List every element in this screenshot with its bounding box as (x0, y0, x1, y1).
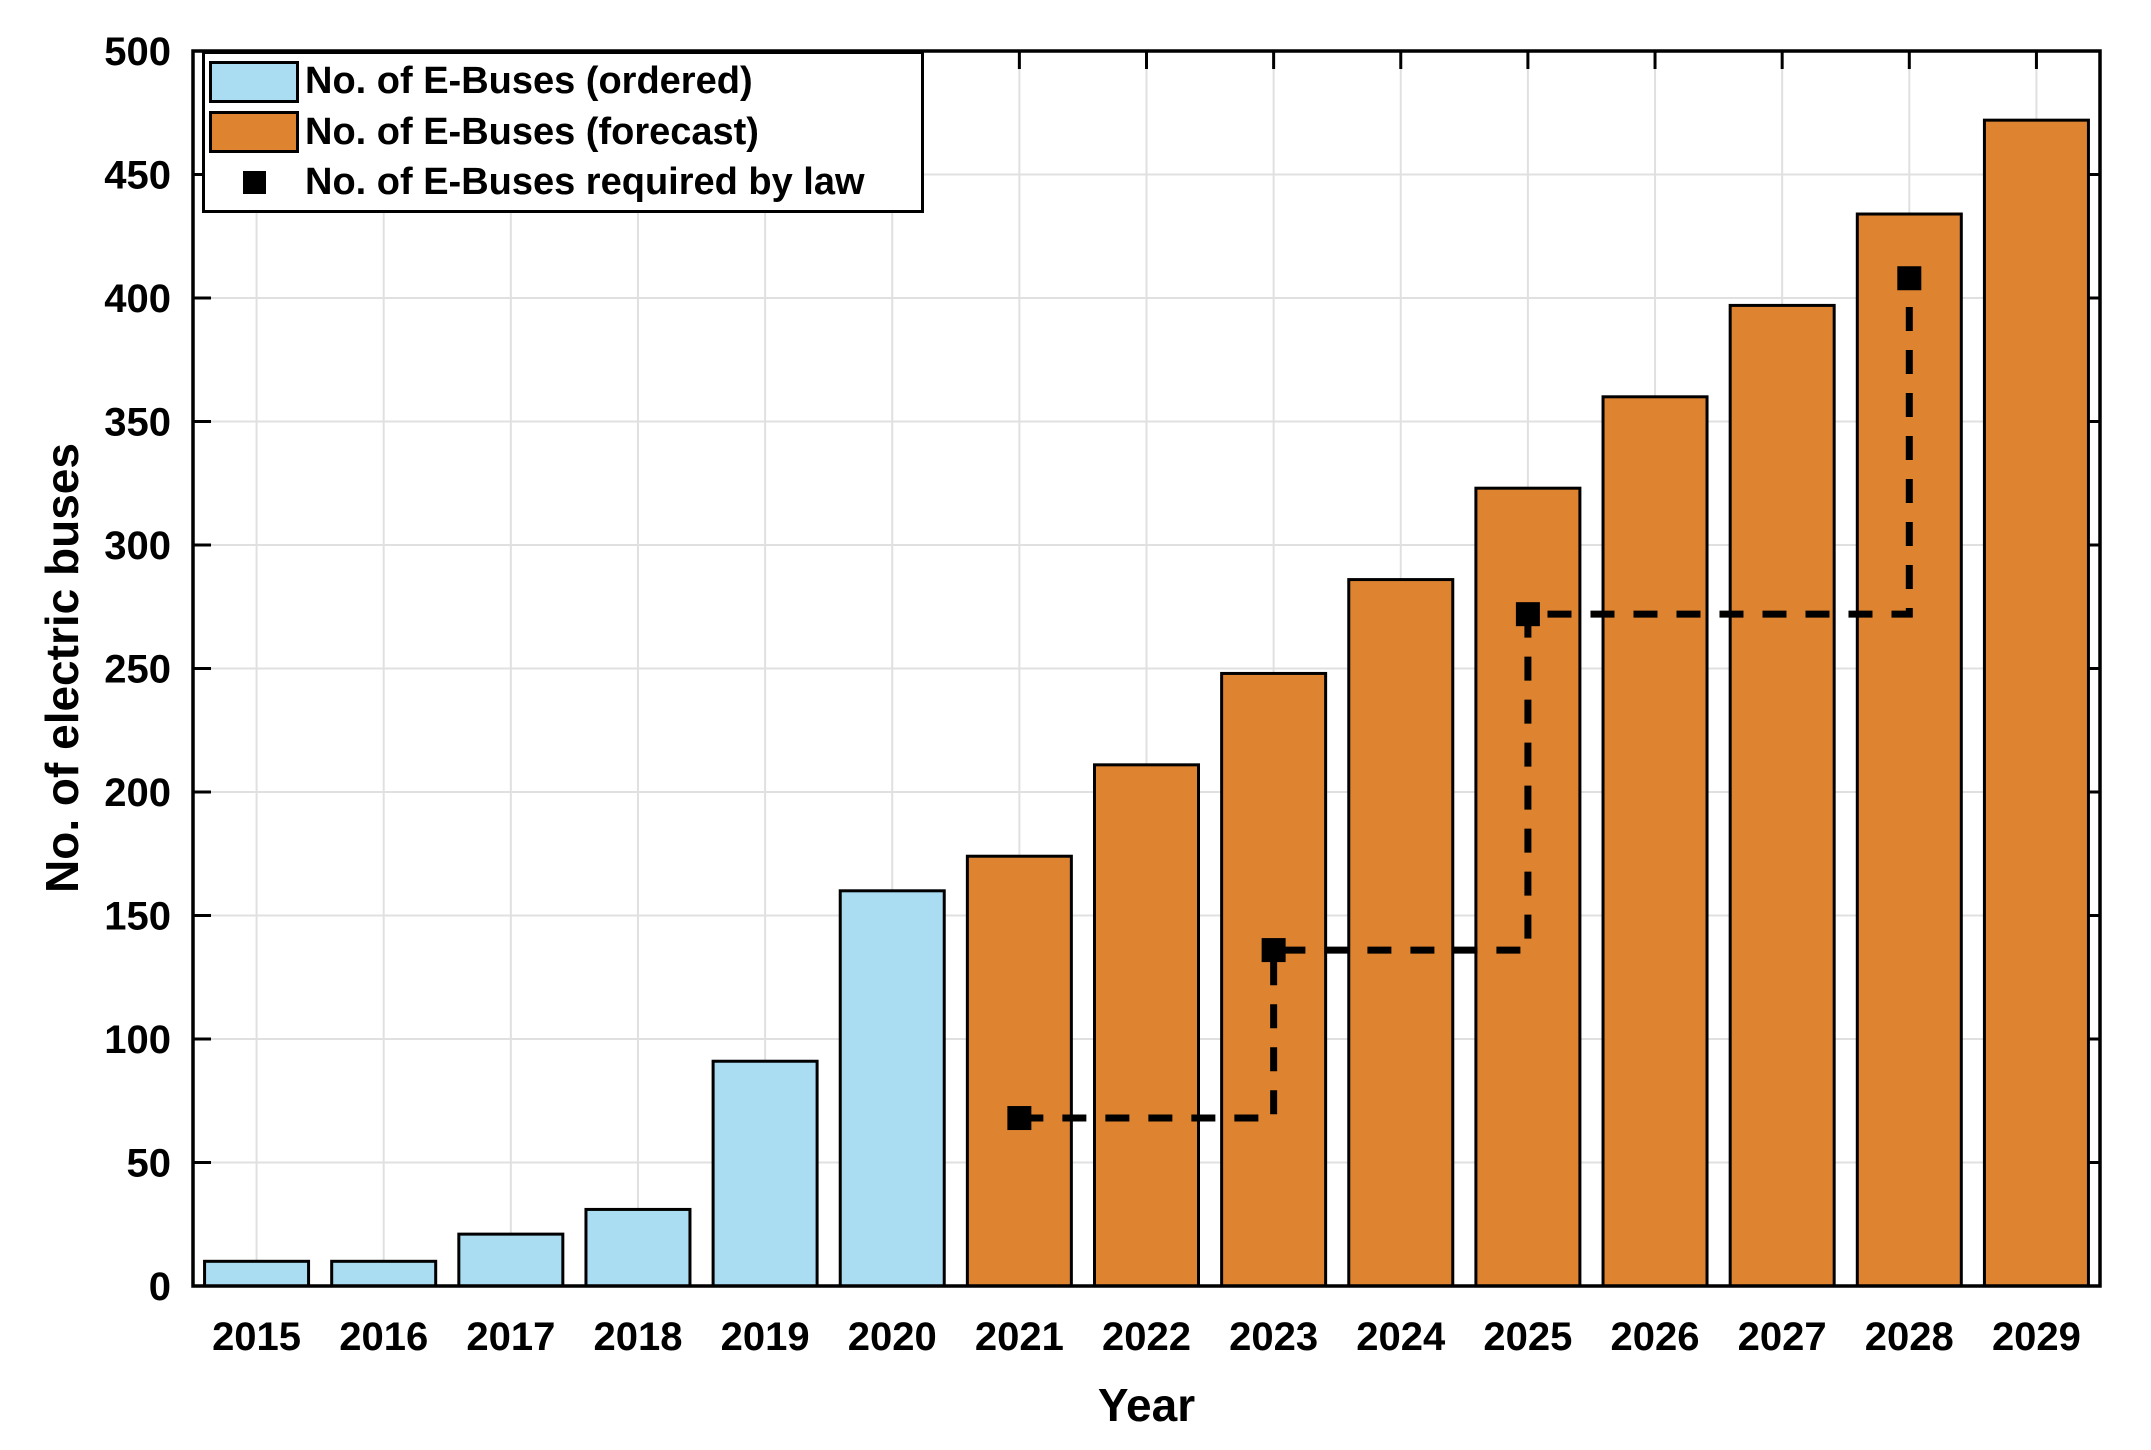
legend-key-law (205, 171, 303, 194)
x-tick-label: 2026 (1611, 1315, 1700, 1359)
x-tick-label: 2028 (1865, 1315, 1954, 1359)
law-marker-2025 (1515, 602, 1540, 627)
y-tick-label: 500 (104, 30, 171, 74)
plot-border (191, 49, 2102, 1288)
forecast-swatch-icon (209, 111, 299, 153)
y-tick-label: 200 (104, 771, 171, 815)
bar-2018 (584, 1207, 692, 1288)
y-tick-label: 0 (149, 1265, 171, 1309)
bar-2020 (838, 889, 946, 1288)
y-tick-label: 100 (104, 1018, 171, 1062)
x-tick-label: 2018 (593, 1315, 682, 1359)
y-tick-label: 350 (104, 401, 171, 445)
y-axis-title: No. of electric buses (36, 443, 88, 893)
law-marker-2023 (1261, 938, 1286, 963)
ordered-swatch-icon (209, 60, 299, 103)
legend-item-forecast: No. of E-Buses (forecast) (205, 107, 921, 157)
law-step-line (1019, 278, 1913, 1122)
legend-item-ordered: No. of E-Buses (ordered) (205, 57, 921, 107)
legend-key-forecast (205, 111, 303, 153)
y-tick-label: 450 (104, 154, 171, 198)
x-tick-label: 2022 (1102, 1315, 1191, 1359)
legend-key-ordered (205, 60, 303, 103)
y-tick-label: 50 (127, 1142, 172, 1186)
bar-2028 (1855, 212, 1963, 1288)
bar-2021 (965, 854, 1073, 1288)
legend-label-law: No. of E-Buses required by law (305, 161, 865, 203)
law-marker-2028 (1897, 266, 1922, 291)
x-tick-label: 2017 (466, 1315, 555, 1359)
bar-2015 (203, 1259, 311, 1288)
y-tick-label: 250 (104, 648, 171, 692)
bar-2022 (1093, 763, 1200, 1288)
x-tick-label: 2015 (212, 1315, 301, 1359)
legend-label-ordered: No. of E-Buses (ordered) (305, 60, 753, 102)
y-tick-label: 300 (104, 524, 171, 568)
x-axis-title: Year (1097, 1379, 1196, 1431)
x-tick-label: 2020 (848, 1315, 937, 1359)
bar-2027 (1728, 303, 1836, 1288)
x-tick-label: 2023 (1229, 1315, 1318, 1359)
bar-2026 (1601, 395, 1709, 1288)
x-tick-label: 2029 (1992, 1315, 2081, 1359)
legend-label-forecast: No. of E-Buses (forecast) (305, 110, 759, 153)
law-square-marker-icon (242, 171, 266, 194)
x-tick-label: 2019 (721, 1315, 810, 1359)
x-tick-label: 2027 (1738, 1315, 1827, 1359)
bar-2019 (711, 1059, 819, 1288)
x-tick-label: 2024 (1356, 1315, 1446, 1359)
x-tick-label: 2025 (1483, 1315, 1572, 1359)
legend-item-law: No. of E-Buses required by law (205, 158, 921, 208)
bar-2024 (1347, 578, 1455, 1288)
y-tick-label: 400 (104, 277, 171, 321)
law-marker-2021 (1007, 1106, 1032, 1131)
bar-2029 (1982, 118, 2090, 1288)
bar-2016 (330, 1259, 438, 1288)
bar-2017 (457, 1232, 565, 1288)
x-tick-label: 2021 (975, 1315, 1064, 1359)
legend: No. of E-Buses (ordered) No. of E-Buses … (202, 51, 924, 213)
x-tick-label: 2016 (339, 1315, 428, 1359)
y-tick-label: 150 (104, 895, 171, 939)
